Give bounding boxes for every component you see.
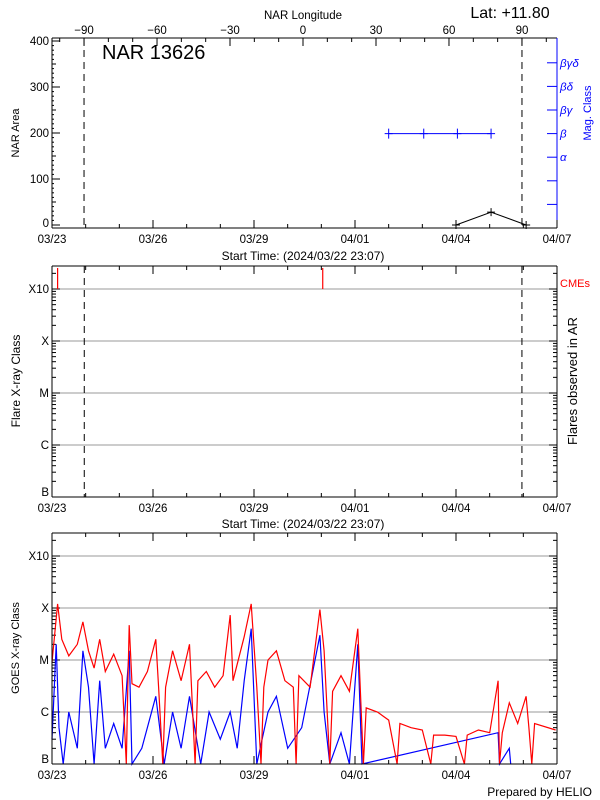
x-tick-label: 03/26 [139, 503, 168, 515]
x-tick-label: 03/23 [38, 503, 67, 515]
top-axis-title: NAR Longitude [264, 10, 342, 22]
x-tick-label: 03/26 [139, 770, 168, 782]
longitude-tick-label: −90 [74, 25, 94, 37]
mag-class-tick-label: βγ [559, 105, 574, 117]
y-tick-label: M [39, 388, 49, 400]
x-tick-label: 04/01 [341, 770, 370, 782]
x-tick-label: 04/07 [543, 503, 572, 515]
y-tick-label: 200 [30, 128, 49, 140]
y-tick-label: X [41, 603, 49, 615]
mag-class-tick-label: βδ [559, 81, 574, 93]
flare-class-ylabel: Flare X-ray Class [9, 335, 23, 428]
y-tick-label: 100 [30, 174, 49, 186]
nar-area-ylabel: NAR Area [10, 108, 22, 158]
x-tick-label: 04/01 [341, 234, 370, 246]
mag-class-tick-label: βγδ [559, 58, 579, 70]
y-tick-label: 400 [30, 36, 49, 48]
y-tick-label: C [41, 707, 49, 719]
footer-credit: Prepared by HELIO [487, 785, 592, 799]
y-tick-label: 0 [43, 218, 49, 230]
area-point-marker [487, 208, 496, 217]
x-tick-label: 04/07 [543, 770, 572, 782]
longitude-tick-label: 60 [443, 25, 456, 37]
x-tick-label: 04/04 [442, 503, 471, 515]
longitude-tick-label: 90 [516, 25, 529, 37]
y-tick-label: 300 [30, 82, 49, 94]
panel2-xlabel: Start Time: (2024/03/22 23:07) [222, 517, 385, 531]
area-point-marker [452, 221, 460, 229]
x-tick-label: 03/29 [240, 234, 269, 246]
x-tick-label: 03/29 [240, 503, 269, 515]
x-tick-label: 04/04 [442, 770, 471, 782]
mag-class-ylabel: Mag. Class [582, 85, 594, 141]
x-tick-label: 03/26 [139, 234, 168, 246]
x-tick-label: 03/29 [240, 770, 269, 782]
mag-class-point-marker [487, 128, 496, 139]
latitude-annotation: Lat: +11.80 [470, 5, 549, 22]
y-tick-label: X10 [29, 551, 49, 563]
mag-class-tick-label: α [560, 152, 567, 164]
mag-class-point-marker [419, 128, 428, 139]
x-tick-label: 03/23 [38, 770, 67, 782]
region-title: NAR 13626 [102, 42, 205, 64]
longitude-tick-label: −30 [220, 25, 240, 37]
y-tick-label: B [41, 754, 49, 766]
x-tick-label: 04/07 [543, 234, 572, 246]
x-tick-label: 03/23 [38, 234, 67, 246]
mag-class-point-marker [453, 128, 462, 139]
longitude-tick-label: −60 [147, 25, 167, 37]
mag-class-tick-label: β [559, 129, 567, 141]
y-tick-label: X [41, 336, 49, 348]
longitude-tick-label: 0 [300, 25, 306, 37]
x-tick-label: 04/01 [341, 503, 370, 515]
goes-flux-series [51, 603, 556, 765]
flares-observed-label: Flares observed in AR [565, 317, 580, 445]
y-tick-label: X10 [29, 284, 49, 296]
goes-class-ylabel: GOES X-ray Class [10, 602, 22, 694]
cme-label: CMEs [560, 278, 590, 290]
area-point-marker [522, 221, 531, 229]
y-tick-label: M [39, 655, 49, 667]
y-tick-label: B [41, 487, 49, 499]
panel1-xlabel: Start Time: (2024/03/22 23:07) [222, 249, 385, 263]
longitude-tick-label: 30 [370, 25, 383, 37]
y-tick-label: C [41, 440, 49, 452]
goes-flux-series [51, 628, 512, 767]
mag-class-point-marker [384, 128, 393, 139]
x-tick-label: 04/04 [442, 234, 471, 246]
